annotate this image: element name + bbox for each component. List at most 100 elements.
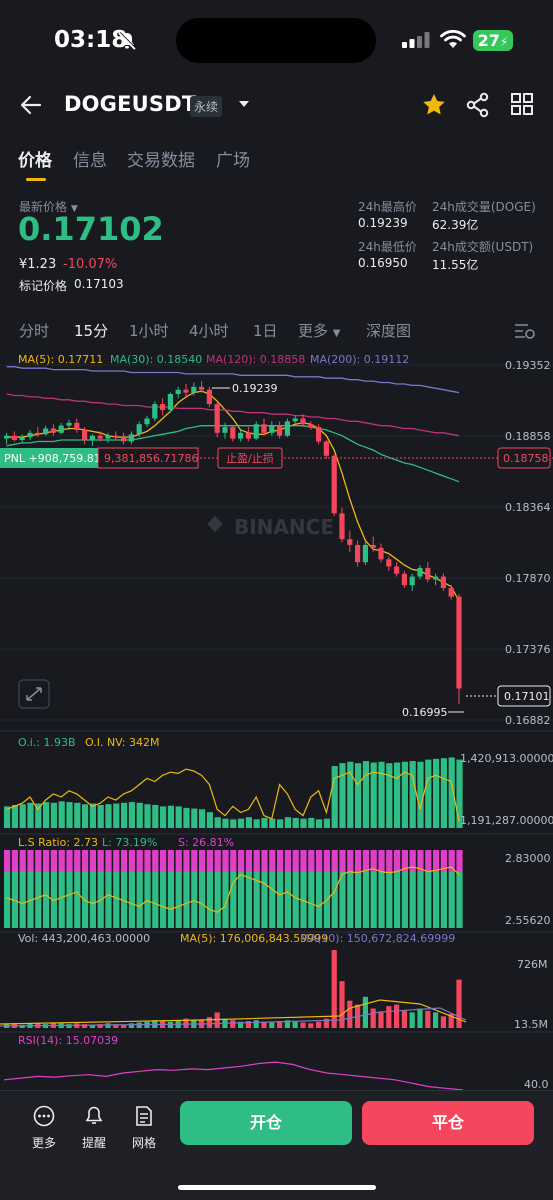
alert-button[interactable]: 提醒: [74, 1105, 114, 1151]
candle-body: [82, 429, 88, 441]
fullscreen-button[interactable]: [18, 679, 50, 709]
vol-ma5-line: [0, 999, 467, 1025]
volume-bar: [339, 981, 345, 1028]
volume-bar: [316, 1021, 322, 1028]
oi-bar: [277, 819, 284, 828]
high-marker-text: 0.19239: [232, 382, 278, 395]
volume-bar: [300, 1022, 306, 1028]
ls-short-bar: [128, 850, 135, 872]
ls-short-bar: [269, 850, 276, 872]
more-button[interactable]: 更多: [24, 1105, 64, 1151]
oi-bar: [19, 804, 26, 828]
candle-body: [105, 435, 111, 439]
ls-short-bar: [409, 850, 416, 872]
ls-long-bar: [394, 871, 401, 928]
grid-bot-button[interactable]: 网格: [124, 1105, 164, 1151]
oi-bar: [339, 763, 346, 828]
ls-long-bar: [456, 871, 463, 928]
ls-axis-bottom: 2.55620: [505, 914, 551, 927]
oi-bar: [175, 806, 182, 828]
oi-bar: [269, 818, 276, 828]
chart-settings-icon[interactable]: [514, 322, 536, 340]
volume-bar: [323, 1018, 329, 1028]
volume-bar: [89, 1024, 95, 1028]
oi-bar: [214, 817, 221, 828]
ma-line: [6, 393, 460, 437]
tab-trading-data[interactable]: 交易数据: [127, 151, 195, 171]
oi-bar: [448, 757, 455, 828]
ls-long-bar: [362, 871, 369, 928]
oi-bar: [74, 802, 81, 828]
oi-bar: [136, 802, 143, 828]
ls-short-bar: [175, 850, 182, 872]
vol-ma10-label: MA(10): 150,672,824.69999: [300, 932, 455, 945]
open-position-button[interactable]: 开仓: [180, 1101, 352, 1145]
tab-info[interactable]: 信息: [73, 151, 107, 171]
candle-body: [323, 441, 329, 456]
volume-doge-value: 62.39亿: [432, 218, 479, 232]
candle-body: [58, 425, 64, 433]
oi-bar: [82, 804, 89, 828]
candle-body: [277, 425, 283, 436]
main-tabs: 价格 信息 交易数据 广场: [0, 142, 553, 182]
symbol-title[interactable]: DOGEUSDT: [64, 92, 197, 116]
layout-grid-icon[interactable]: [510, 92, 534, 116]
interval-depth[interactable]: 深度图: [366, 322, 412, 340]
pnl-tag[interactable]: [0, 448, 98, 468]
latest-price-label-text: 最新价格: [19, 200, 68, 214]
rsi-axis: 40.0: [524, 1078, 549, 1090]
candle-body: [160, 404, 166, 410]
latest-price-label[interactable]: 最新价格 ▼: [19, 198, 78, 215]
ls-long-bar: [308, 871, 315, 928]
ls-long-bar: [347, 871, 354, 928]
candle-body: [378, 547, 384, 560]
ls-short-bar: [144, 850, 151, 872]
ls-short-bar: [222, 850, 229, 872]
candle-body: [440, 576, 446, 589]
vol-axis-bottom: 13.5M: [514, 1018, 548, 1031]
ls-short-bar: [27, 850, 34, 872]
kline-chart[interactable]: BINANCE MA(5): 0.17711 MA(30): 0.18540 M…: [0, 344, 553, 1090]
ls-axis-top: 2.83000: [505, 852, 551, 865]
bottom-toolbar: 更多 提醒 网格 开仓 平仓: [0, 1090, 553, 1200]
tab-square[interactable]: 广场: [216, 151, 250, 171]
interval-4h[interactable]: 4小时: [189, 322, 229, 340]
candle-body: [206, 389, 212, 405]
interval-1d[interactable]: 1日: [253, 322, 278, 340]
share-icon[interactable]: [465, 92, 491, 118]
ls-short-bar: [167, 850, 174, 872]
ls-short-bar: [113, 850, 120, 872]
interval-more[interactable]: 更多 ▼: [298, 320, 341, 341]
volume-bar: [456, 979, 462, 1028]
close-position-button[interactable]: 平仓: [362, 1101, 534, 1145]
oi-bar: [300, 818, 307, 828]
tab-price[interactable]: 价格: [18, 151, 52, 171]
ls-short-bar: [433, 850, 440, 872]
oi-bar: [167, 805, 174, 828]
ls-long-bar: [440, 871, 447, 928]
tpsl-button[interactable]: [217, 447, 283, 469]
candles: [4, 381, 462, 704]
entry-price-tag-text: 0.18758: [503, 452, 549, 465]
ls-long-bar: [214, 871, 221, 928]
ls-long-bar: [433, 871, 440, 928]
interval-15m[interactable]: 15分: [74, 322, 109, 340]
candle-body: [11, 435, 17, 441]
battery-level: 27: [477, 31, 500, 50]
favorite-star-icon[interactable]: [421, 92, 447, 118]
candle-body: [362, 544, 368, 563]
ls-long-bar: [222, 871, 229, 928]
ls-long-bar: [74, 871, 81, 928]
interval-1h[interactable]: 1小时: [129, 322, 169, 340]
ls-long-bar: [355, 871, 362, 928]
price-axis-label: 0.17376: [505, 643, 551, 656]
interval-time[interactable]: 分时: [19, 322, 50, 340]
ls-long-bar: [136, 871, 143, 928]
high-24h-value: 0.19239: [358, 216, 408, 230]
candle-body: [347, 539, 353, 545]
battery-indicator: 27⚡: [473, 30, 513, 51]
back-arrow-icon[interactable]: [18, 92, 44, 118]
symbol-dropdown-caret-icon[interactable]: [238, 99, 250, 109]
ls-short-bar: [214, 850, 221, 872]
bell-muted-icon: [118, 32, 137, 50]
